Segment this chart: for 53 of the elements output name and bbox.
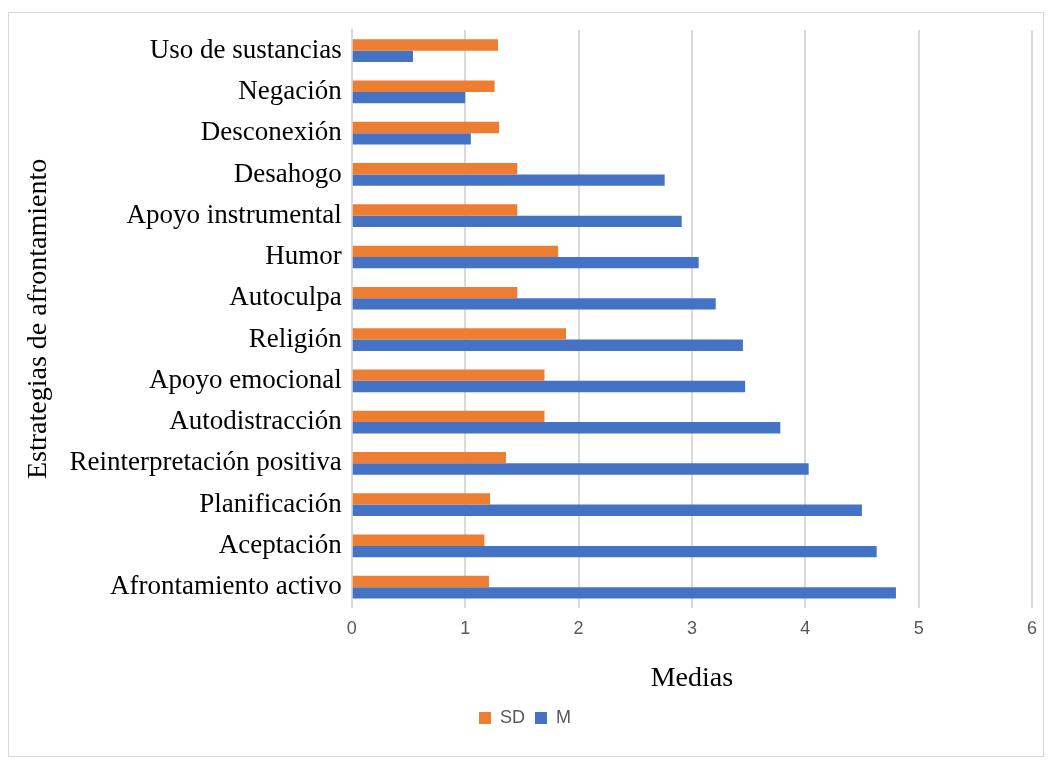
bar (352, 493, 491, 505)
bar (352, 256, 699, 269)
y-tick-label: Autoculpa (229, 281, 342, 312)
y-tick-label: Autodistracción (169, 405, 343, 436)
x-tick-label: 6 (1026, 617, 1038, 638)
bar (352, 245, 559, 257)
bar (352, 286, 518, 299)
bar (352, 545, 877, 558)
bar (352, 174, 665, 186)
bar (352, 39, 499, 51)
x-tick-label: 1 (460, 617, 471, 638)
bar (352, 133, 471, 145)
bar (352, 575, 489, 588)
bar (352, 163, 518, 175)
bar (352, 369, 545, 381)
y-tick-label: Afrontamiento activo (110, 570, 342, 601)
y-tick-label: Religión (248, 322, 343, 353)
bar (352, 410, 545, 423)
bar (352, 380, 746, 393)
y-tick-label: Humor (265, 240, 342, 271)
y-tick-label: Reinterpretación positiva (69, 446, 342, 477)
bar (352, 121, 500, 134)
y-tick-label: Uso de sustancias (149, 33, 342, 64)
bar (352, 463, 809, 475)
bar (352, 587, 896, 599)
bar (352, 215, 682, 228)
y-tick-label: Negación (238, 75, 343, 105)
bar (352, 339, 743, 351)
x-axis-title: Medias (650, 660, 734, 692)
x-tick-label: 2 (573, 617, 584, 638)
x-tick-label: 0 (346, 617, 357, 638)
legend-label: SD (500, 706, 526, 727)
x-tick-label: 5 (913, 617, 924, 638)
bar (352, 328, 567, 340)
y-tick-label: Apoyo emocional (149, 363, 342, 394)
bar (352, 204, 518, 216)
bar (352, 534, 485, 546)
bar (352, 504, 862, 516)
y-tick-label: Aceptación (218, 528, 343, 559)
x-tick-label: 3 (686, 617, 697, 638)
y-tick-label: Apoyo instrumental (126, 198, 342, 229)
legend-label: M (556, 706, 572, 727)
bar (352, 298, 716, 310)
bar (352, 50, 413, 62)
bar (352, 80, 495, 92)
bar (352, 422, 781, 434)
x-tick-label: 4 (800, 617, 811, 638)
y-tick-label: Planificación (199, 487, 343, 518)
y-axis-title: Estrategias de afrontamiento (21, 158, 53, 480)
bar (352, 452, 506, 464)
bar (352, 91, 466, 104)
y-tick-label: Desconexión (200, 116, 343, 147)
y-tick-label: Desahogo (233, 157, 342, 188)
